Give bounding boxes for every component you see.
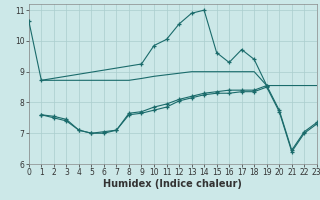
X-axis label: Humidex (Indice chaleur): Humidex (Indice chaleur) — [103, 179, 242, 189]
